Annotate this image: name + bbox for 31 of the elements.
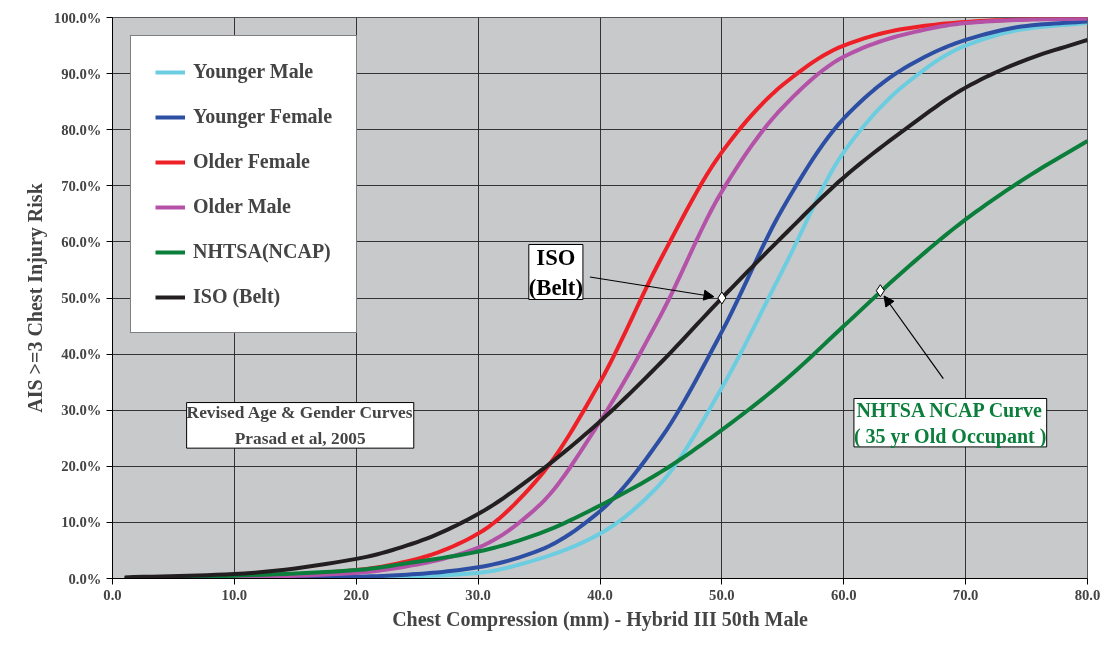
x-tick-label: 80.0 [1074,586,1101,603]
y-tick-label: 10.0% [61,514,102,531]
y-tick-label: 100.0% [53,9,102,26]
legend-label: Younger Male [193,60,314,83]
x-tick-label: 40.0 [587,586,613,603]
x-tick-label: 20.0 [343,586,370,603]
y-tick-label: 60.0% [61,233,102,250]
x-tick-label: 30.0 [465,586,491,603]
y-tick-label: 80.0% [61,121,102,138]
x-tick-label: 60.0 [830,586,857,603]
annotation: NHTSA NCAP Curve ( 35 yr Old Occupant ) [853,398,1047,448]
legend-label: NHTSA(NCAP) [193,240,331,263]
x-tick-label: 50.0 [709,586,735,603]
y-tick-label: 70.0% [61,177,102,194]
y-axis-title: AIS >=3 Chest Injury Risk [23,182,47,413]
x-tick-label: 70.0 [952,586,979,603]
x-tick-label: 0.0 [103,586,122,603]
y-tick-label: 30.0% [61,402,102,419]
y-tick-label: 20.0% [61,458,102,475]
legend-label: Older Female [193,150,310,173]
y-tick-label: 50.0% [61,290,102,306]
y-tick-label: 90.0% [61,65,102,82]
y-tick-label: 40.0% [61,346,102,363]
x-tick-label: 10.0 [221,586,248,603]
x-axis-title: Chest Compression (mm) - Hybrid III 50th Male [392,607,808,631]
annotation: Revised Age & Gender Curves Prasad et al, 2005 [186,402,413,449]
legend-label: ISO (Belt) [193,285,281,308]
y-tick-label: 0.0% [68,570,102,587]
legend-label: Older Male [193,195,291,218]
annotation: ISO (Belt) [528,244,583,300]
legend-label: Younger Female [193,105,333,128]
